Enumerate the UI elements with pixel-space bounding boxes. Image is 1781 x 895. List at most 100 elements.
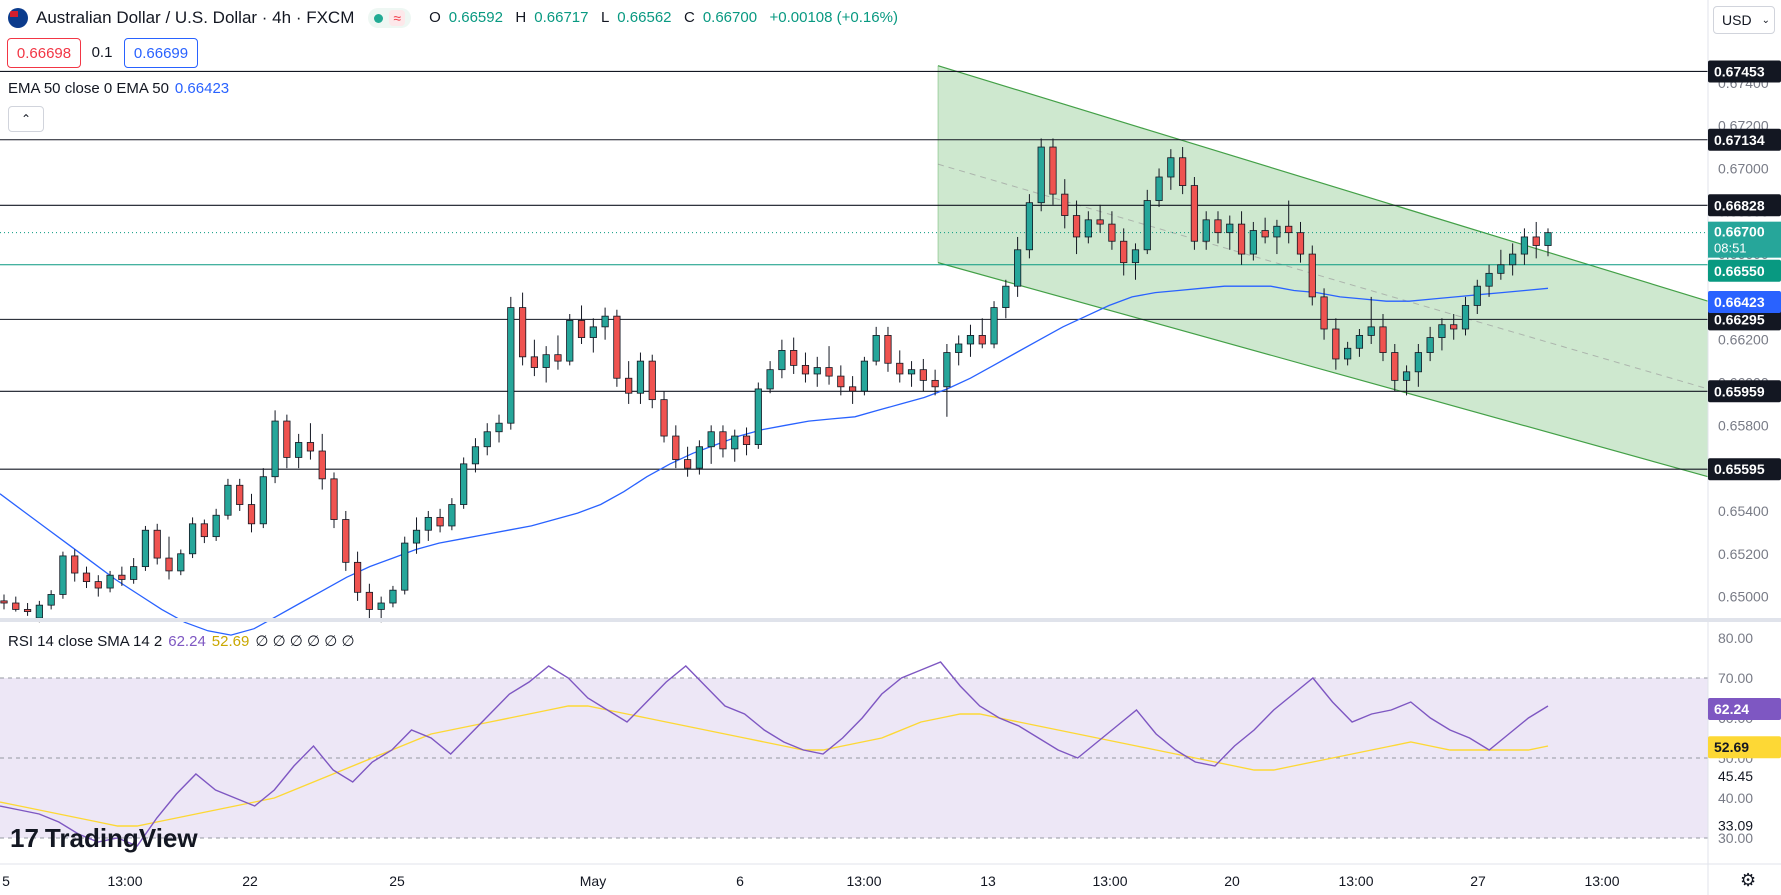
candle-down bbox=[837, 365, 845, 396]
candle-body bbox=[1025, 202, 1034, 251]
candle-up bbox=[754, 382, 762, 449]
candle-down bbox=[12, 596, 20, 612]
regression-channel[interactable] bbox=[937, 65, 1709, 478]
sell-price-button[interactable]: 0.66698 bbox=[7, 38, 81, 68]
candle-body bbox=[766, 369, 774, 390]
currency-selector[interactable]: USD ⌄ bbox=[1713, 6, 1775, 34]
candle-up bbox=[636, 352, 645, 404]
candle-up bbox=[966, 324, 975, 357]
candle-up bbox=[872, 326, 880, 366]
candle-up bbox=[259, 468, 267, 529]
collapse-legend-button[interactable]: ⌃ bbox=[8, 106, 44, 132]
badge-label: 0.66295 bbox=[1714, 311, 1765, 327]
ema-polyline bbox=[0, 285, 1549, 636]
low-value: 0.66562 bbox=[617, 9, 672, 26]
candle-body bbox=[412, 529, 421, 544]
candle-body bbox=[1473, 285, 1481, 306]
rsi-pane bbox=[0, 661, 1708, 847]
high-value: 0.66717 bbox=[534, 9, 589, 26]
candle-down bbox=[1237, 211, 1246, 265]
candle-down bbox=[849, 376, 857, 404]
candle-body bbox=[1226, 223, 1234, 234]
candle-body bbox=[601, 315, 609, 328]
badge-label: 0.65959 bbox=[1714, 383, 1765, 399]
candle-up bbox=[542, 346, 550, 383]
badge-label: 62.24 bbox=[1714, 701, 1749, 717]
candle-up bbox=[1025, 194, 1034, 259]
badge-box bbox=[1708, 290, 1781, 313]
candle-body bbox=[542, 354, 550, 368]
rsi-band bbox=[0, 678, 1708, 838]
candle-body bbox=[731, 435, 739, 450]
time-axis-label: 13 bbox=[980, 873, 996, 889]
rsi-legend[interactable]: RSI 14 close SMA 14 2 62.24 52.69 ∅ ∅ ∅ ∅ ∅… bbox=[8, 632, 355, 650]
wave-icon: ≈ bbox=[389, 10, 406, 26]
market-status[interactable]: ≈ bbox=[368, 8, 412, 28]
candle-down bbox=[1179, 147, 1187, 195]
tradingview-logo[interactable]: 17 TradingView bbox=[10, 823, 198, 854]
candle-body bbox=[424, 516, 432, 531]
candle-up bbox=[695, 440, 703, 475]
badge-label: 0.66423 bbox=[1714, 294, 1765, 310]
pane-separator bbox=[0, 618, 1781, 622]
candle-body bbox=[106, 574, 114, 589]
candle-body bbox=[589, 326, 597, 338]
badge-box bbox=[1708, 380, 1781, 403]
candle-down bbox=[153, 523, 161, 565]
level-badge: 0.67453 bbox=[1708, 60, 1781, 83]
candle-body bbox=[1296, 232, 1305, 255]
candle-down bbox=[365, 583, 373, 618]
symbol-title[interactable]: Australian Dollar / U.S. Dollar · 4h · F… bbox=[36, 8, 355, 27]
time-axis[interactable]: 5 13:00 22 25 May 6 13:00 13 13:00 20 13:00 27 13:00 bbox=[0, 863, 1781, 889]
candle-up bbox=[106, 570, 114, 593]
candle-body bbox=[813, 367, 821, 375]
time-axis-label: 20 bbox=[1224, 873, 1240, 889]
chart-header: Australian Dollar / U.S. Dollar · 4h · F… bbox=[0, 0, 1708, 36]
rsi-mark-label: 45.45 bbox=[1718, 768, 1753, 784]
candle-up bbox=[271, 410, 279, 484]
candle-down bbox=[742, 427, 751, 456]
ema-legend-value: 0.66423 bbox=[174, 80, 230, 97]
candle-down bbox=[1061, 179, 1069, 229]
ema-badge: 0.66423 bbox=[1708, 290, 1781, 313]
candle-down bbox=[672, 425, 680, 469]
candle-up bbox=[1414, 343, 1422, 387]
candle-up bbox=[389, 585, 397, 608]
candle-body bbox=[577, 320, 586, 338]
ema-legend[interactable]: EMA 50 close 0 EMA 50 0.66423 bbox=[8, 80, 229, 97]
time-axis-label: 27 bbox=[1470, 873, 1486, 889]
candle-up bbox=[1509, 243, 1517, 276]
channel-fill bbox=[938, 65, 1708, 477]
candle-body bbox=[460, 463, 468, 505]
candle-body bbox=[1214, 219, 1222, 234]
candle-up bbox=[990, 301, 998, 349]
candle-body bbox=[401, 542, 409, 591]
candle-down bbox=[825, 346, 833, 385]
candle-down bbox=[318, 433, 326, 490]
candle-body bbox=[1037, 146, 1045, 204]
candle-down bbox=[1308, 245, 1316, 306]
chevron-up-icon: ⌃ bbox=[20, 112, 32, 126]
candle-down bbox=[1096, 204, 1104, 233]
ema-line bbox=[0, 285, 1549, 636]
candle-down bbox=[1072, 200, 1081, 255]
open-value: 0.66592 bbox=[448, 9, 503, 26]
candle-body bbox=[188, 523, 197, 555]
candle-body bbox=[1261, 230, 1269, 238]
rsi-sma-line bbox=[0, 705, 1549, 827]
channel-lower-line bbox=[937, 262, 1709, 478]
candle-body bbox=[1084, 219, 1092, 238]
candle-body bbox=[1544, 232, 1552, 246]
buy-price-button[interactable]: 0.66699 bbox=[124, 38, 198, 68]
candle-down bbox=[1320, 288, 1328, 340]
chevron-down-icon: ⌄ bbox=[1761, 14, 1770, 26]
candle-body bbox=[247, 504, 256, 525]
candle-down bbox=[200, 519, 208, 544]
candle-body bbox=[684, 459, 692, 469]
rsi-line bbox=[0, 661, 1549, 847]
candle-down bbox=[613, 309, 621, 387]
candle-body bbox=[990, 307, 998, 345]
settings-icon[interactable]: ⚙ bbox=[1740, 870, 1757, 890]
